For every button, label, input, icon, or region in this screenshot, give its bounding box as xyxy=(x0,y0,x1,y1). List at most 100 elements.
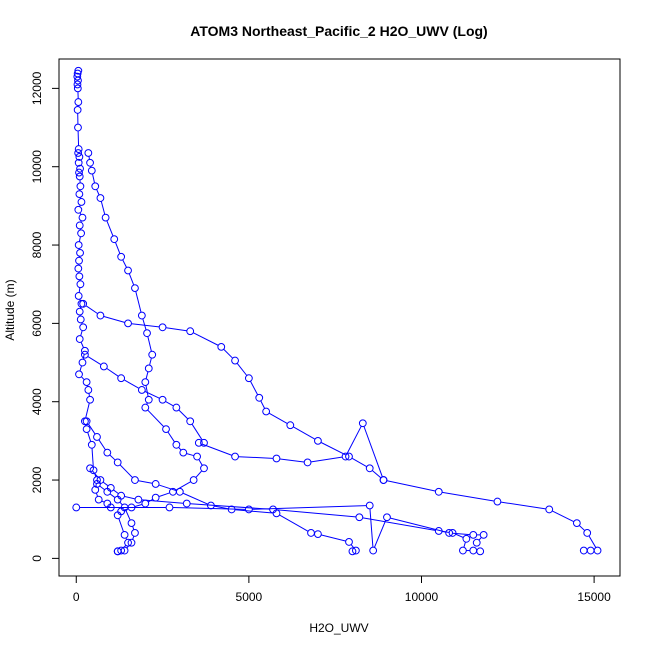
series-segment xyxy=(126,545,130,549)
data-point xyxy=(75,168,83,177)
plot-frame xyxy=(58,58,621,577)
data-point xyxy=(79,323,88,332)
data-point xyxy=(74,123,82,132)
series-segment xyxy=(106,368,119,377)
data-point xyxy=(383,513,391,522)
series-segment xyxy=(173,507,246,510)
data-point xyxy=(217,342,226,351)
series-7 xyxy=(72,501,488,555)
series-segment xyxy=(280,458,305,463)
data-point xyxy=(269,505,277,514)
data-point xyxy=(345,538,353,546)
series-segment xyxy=(81,376,85,380)
x-axis-ticks: 0 5000 10000 15000 xyxy=(73,575,611,604)
data-point xyxy=(87,440,96,449)
series-segment xyxy=(91,448,94,467)
series-segment xyxy=(346,426,362,454)
data-point xyxy=(82,425,91,434)
data-point xyxy=(74,145,83,153)
data-point xyxy=(86,158,94,167)
data-point xyxy=(448,529,457,537)
data-point xyxy=(96,311,105,320)
data-point xyxy=(76,280,85,289)
data-point xyxy=(110,235,119,244)
data-point xyxy=(186,327,195,336)
series-segment xyxy=(390,517,446,533)
series-segment xyxy=(87,432,92,442)
data-point xyxy=(74,158,83,167)
data-point xyxy=(75,153,84,161)
data-point xyxy=(182,499,191,508)
series-segment xyxy=(128,273,135,285)
data-point xyxy=(79,299,88,308)
data-point xyxy=(113,511,122,520)
series-segment xyxy=(167,431,175,443)
series-segment xyxy=(182,492,208,505)
series-segment xyxy=(131,323,160,328)
data-point xyxy=(476,547,485,556)
series-segment xyxy=(132,526,135,530)
y-tick-label: 10000 xyxy=(30,150,44,184)
series-segment xyxy=(321,534,346,542)
data-point xyxy=(75,272,84,281)
data-point xyxy=(379,476,388,484)
data-point xyxy=(472,538,481,547)
data-point xyxy=(74,76,82,85)
data-point xyxy=(103,448,112,457)
data-point xyxy=(244,374,253,383)
data-point xyxy=(74,205,83,214)
series-segment xyxy=(92,174,95,183)
data-point xyxy=(96,194,105,202)
data-point xyxy=(314,436,322,445)
data-point xyxy=(84,149,93,157)
data-point xyxy=(75,190,84,199)
data-point xyxy=(74,98,83,106)
series-segment xyxy=(124,496,136,500)
x-tick-label: 10000 xyxy=(405,590,439,604)
series-segment xyxy=(238,456,273,459)
data-point xyxy=(162,425,170,434)
data-point xyxy=(193,452,201,461)
data-point xyxy=(262,407,271,416)
data-point xyxy=(307,529,315,537)
series-3 xyxy=(79,299,602,555)
data-point xyxy=(120,530,129,539)
data-point xyxy=(189,476,198,484)
series-segment xyxy=(78,287,81,293)
series-segment xyxy=(452,532,470,536)
y-axis-label: Altitude (m) xyxy=(3,279,17,340)
data-point xyxy=(151,480,160,488)
series-segment xyxy=(85,403,90,418)
data-series xyxy=(72,66,602,556)
data-point xyxy=(80,346,89,355)
series-segment xyxy=(119,464,133,478)
series-segment xyxy=(78,236,81,242)
series-segment xyxy=(119,501,123,506)
data-point xyxy=(117,252,126,261)
y-axis-ticks: 0 2000 4000 6000 8000 10000 12000 xyxy=(30,71,60,562)
series-segment xyxy=(102,481,109,487)
data-point xyxy=(74,264,83,273)
series-segment xyxy=(132,536,135,540)
data-point xyxy=(93,480,101,488)
data-point xyxy=(137,311,146,320)
series-segment xyxy=(500,501,546,510)
series-segment xyxy=(442,491,494,502)
series-segment xyxy=(147,336,152,352)
data-point xyxy=(179,448,188,457)
series-segment xyxy=(165,401,174,407)
data-point xyxy=(434,487,443,496)
y-tick-label: 12000 xyxy=(30,71,44,105)
data-point xyxy=(445,529,454,537)
data-point xyxy=(137,386,146,394)
series-segment xyxy=(178,447,182,451)
data-point xyxy=(73,106,82,114)
series-segment xyxy=(369,509,374,547)
series-segment xyxy=(79,365,82,371)
series-segment xyxy=(202,443,232,456)
series-segment xyxy=(166,327,187,332)
series-segment xyxy=(235,509,273,514)
data-point xyxy=(80,350,89,359)
data-point xyxy=(101,213,110,222)
series-segment xyxy=(95,493,98,497)
